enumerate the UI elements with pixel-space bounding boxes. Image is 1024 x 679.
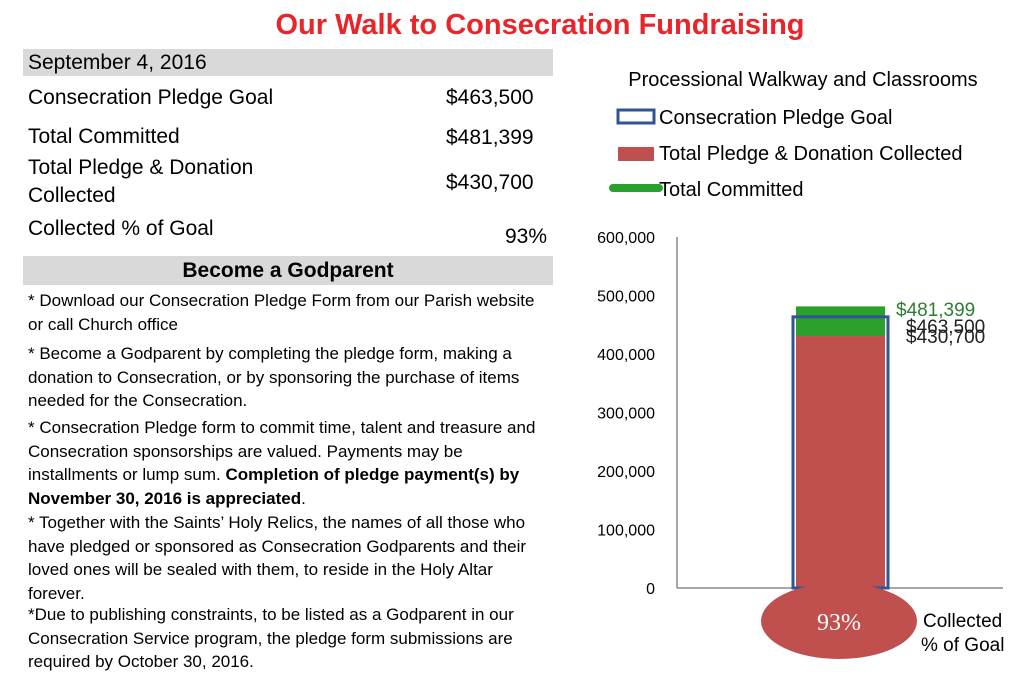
committed-data-label: $481,399 [896, 300, 975, 321]
godparent-paragraph-1: * Download our Consecration Pledge Form … [28, 291, 535, 334]
godparent-paragraph-5: *Due to publishing constraints, to be li… [28, 605, 514, 671]
y-tick-label: 400,000 [597, 347, 655, 364]
godparent-heading: Become a Godparent [23, 256, 553, 285]
y-tick-label: 300,000 [597, 406, 655, 423]
page-title: Our Walk to Consecration Fundraising [275, 9, 805, 40]
paragraph-3-text: * Consecration Pledge form to commit tim… [28, 418, 536, 484]
goal-data-label: $463,500 [906, 317, 985, 338]
percent-label-line1: Collected [923, 611, 1002, 632]
legend-swatch-collected [618, 147, 654, 161]
y-tick-label: 100,000 [597, 523, 655, 540]
paragraph-3-end: . [301, 488, 306, 508]
collected-bar [796, 336, 885, 588]
y-tick-label: 0 [646, 581, 655, 598]
y-tick-label: 200,000 [597, 464, 655, 481]
percent-goal-label: Collected % of Goal [28, 217, 214, 240]
collected-label-line1: Total Pledge & Donation [28, 156, 254, 179]
legend-label-1: Total Pledge & Donation Collected [659, 143, 963, 165]
pledge-goal-label: Consecration Pledge Goal [28, 86, 274, 109]
y-tick-label: 500,000 [597, 289, 655, 306]
chart-title: Processional Walkway and Classrooms [628, 69, 977, 91]
godparent-paragraph-4: * Together with the Saints’ Holy Relics,… [28, 513, 527, 603]
report-date: September 4, 2016 [23, 49, 553, 76]
legend-swatch-goal [616, 108, 656, 125]
percent-bulb [761, 583, 917, 659]
paragraph-3-deadline: Completion of pledge payment(s) by Novem… [28, 465, 520, 508]
collected-data-label: $430,700 [906, 327, 985, 348]
legend-label-0: Consecration Pledge Goal [659, 107, 892, 129]
total-committed-label: Total Committed [28, 125, 180, 148]
percent-label-line2: % of Goal [921, 635, 1004, 656]
total-committed-value: $481,399 [446, 126, 534, 149]
committed-bar [796, 306, 885, 337]
legend-label-2: Total Committed [659, 179, 804, 201]
collected-label-line2: Collected [28, 184, 116, 207]
percent-goal-value: 93% [505, 225, 548, 248]
y-tick-label: 600,000 [597, 230, 655, 247]
percent-bulb-value: 93% [817, 610, 861, 636]
godparent-paragraph-2: * Become a Godparent by completing the p… [28, 344, 520, 410]
godparent-paragraph-3: * Consecration Pledge form to commit tim… [28, 416, 553, 510]
collected-value: $430,700 [446, 171, 534, 194]
pledge-goal-value: $463,500 [446, 86, 534, 109]
